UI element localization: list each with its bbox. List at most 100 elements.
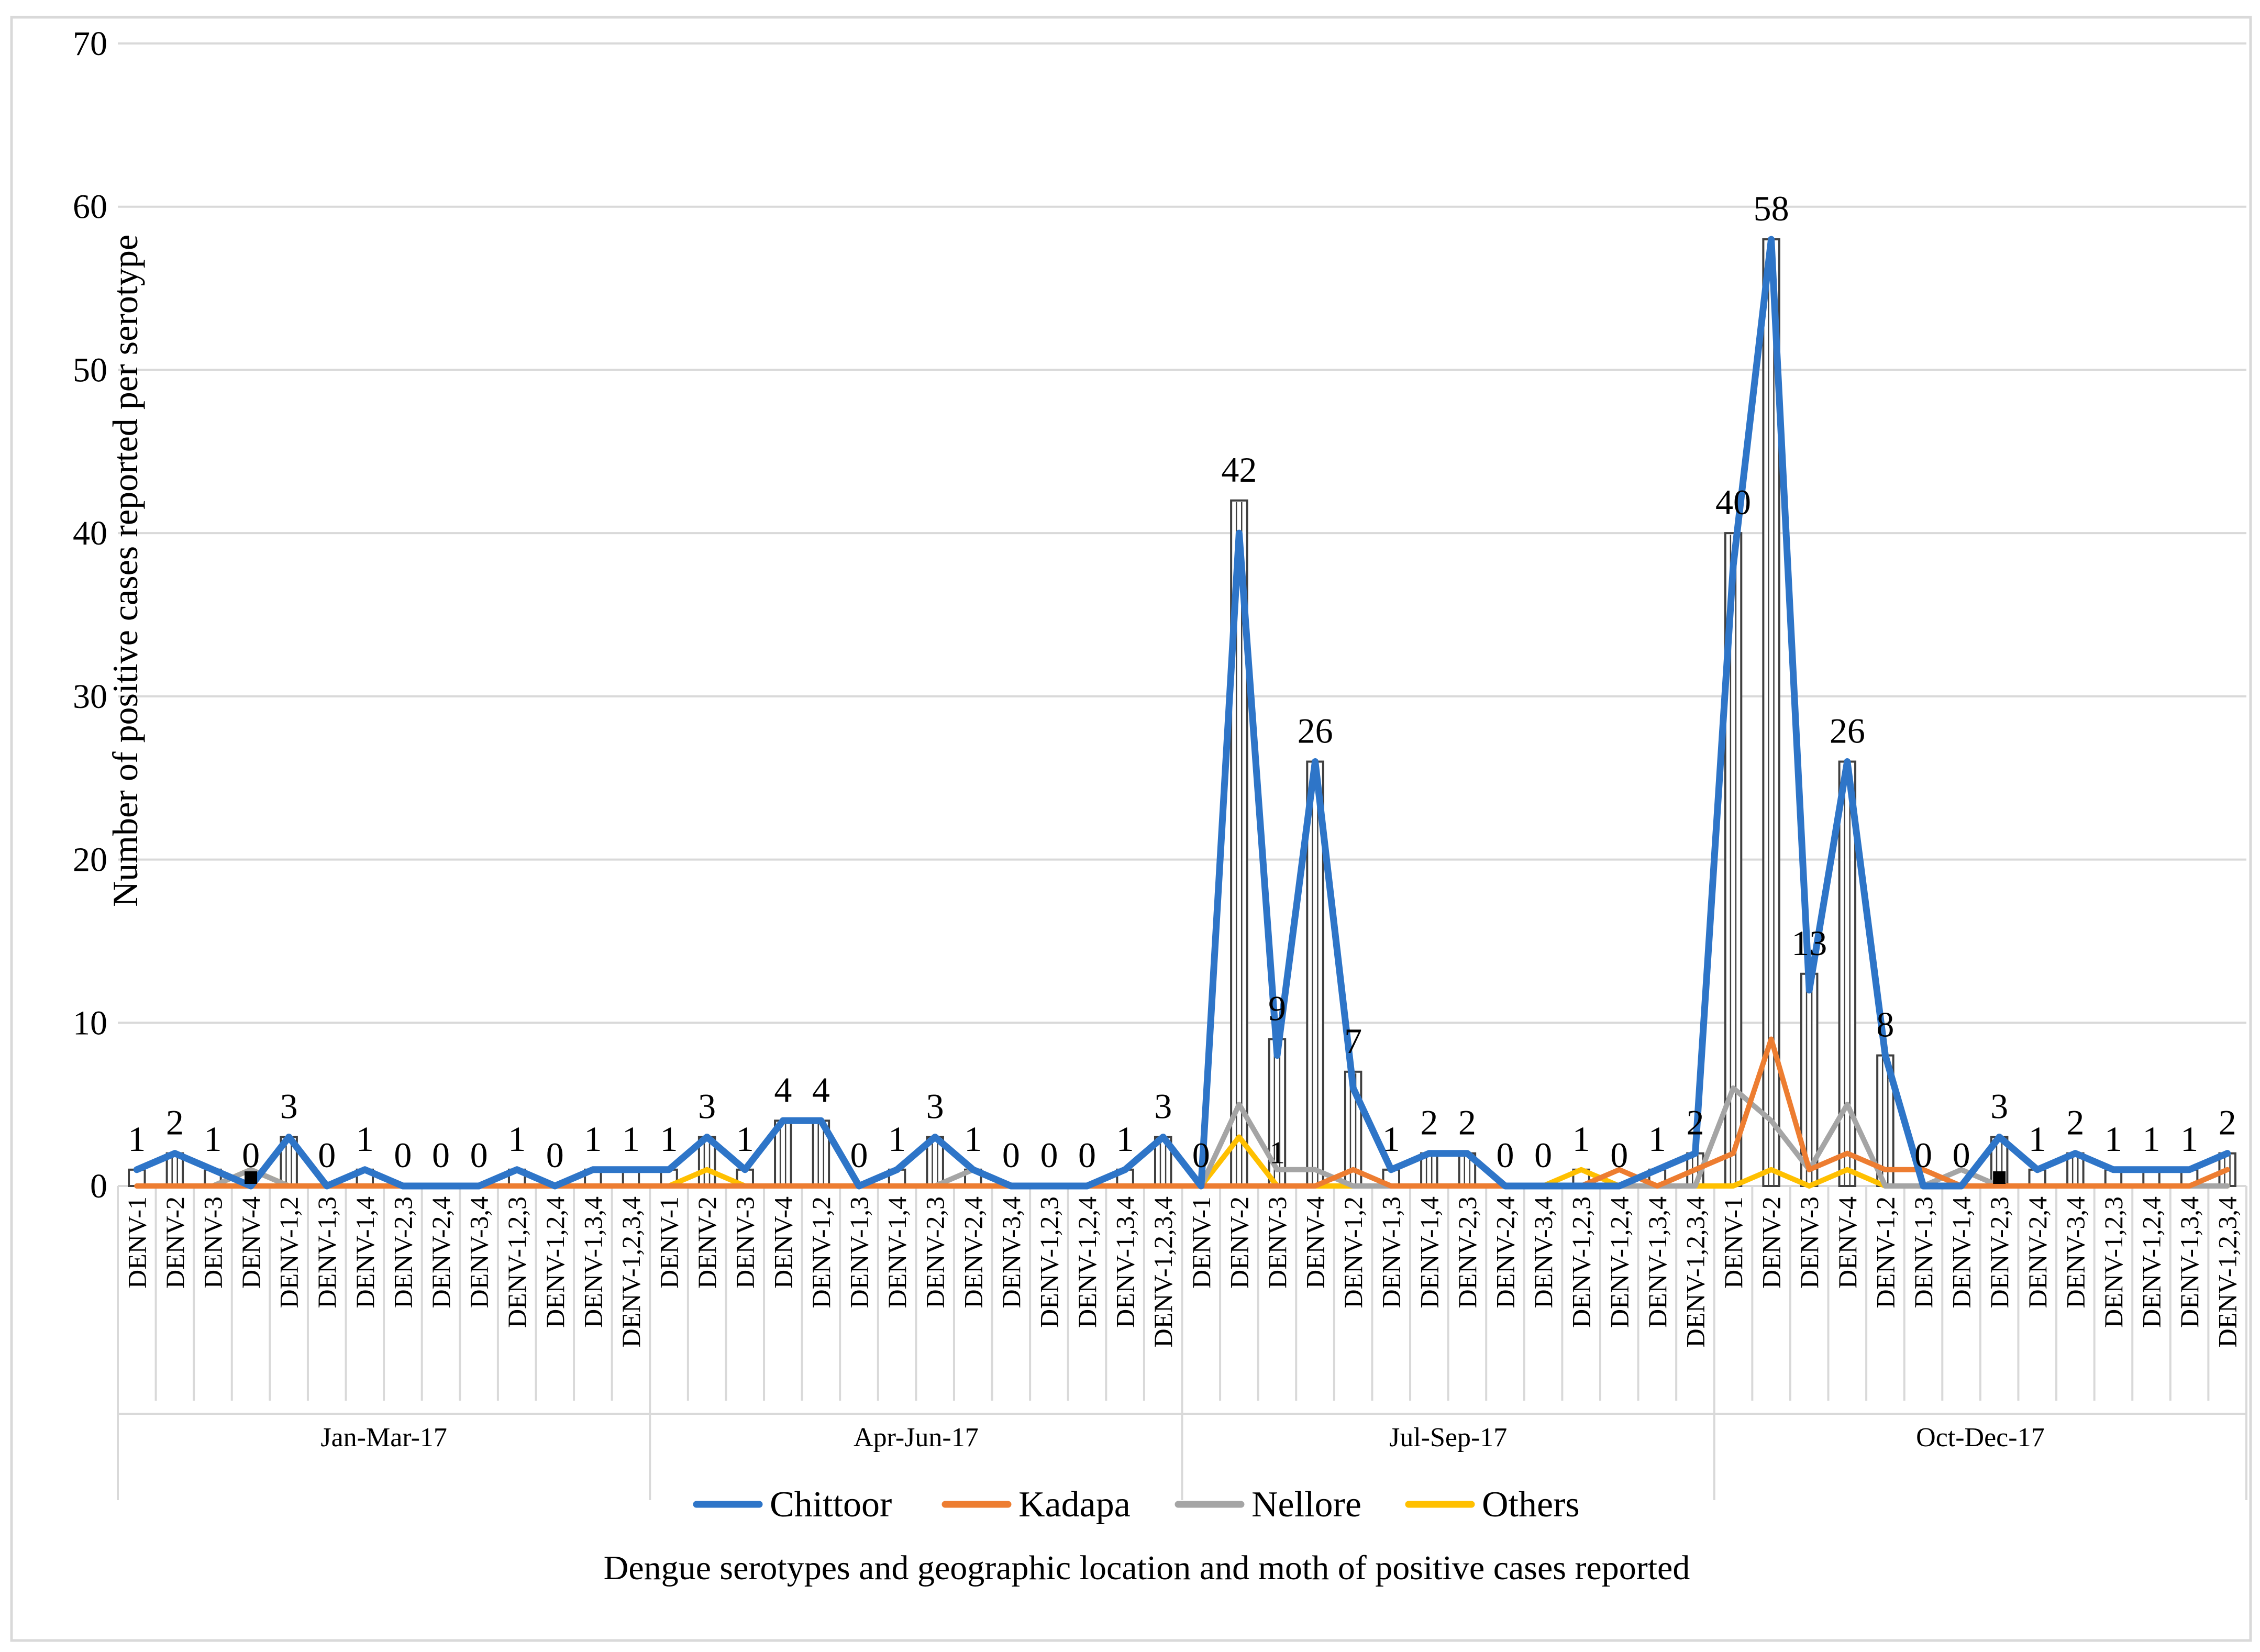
- data-label: 1: [1116, 1119, 1134, 1159]
- x-tick-label: DENV-3: [1262, 1196, 1292, 1289]
- data-label: 3: [698, 1086, 716, 1126]
- data-label: 9: [1268, 988, 1286, 1028]
- data-label: 0: [546, 1135, 564, 1175]
- quarter-label: Oct-Dec-17: [1916, 1423, 2044, 1453]
- x-tick-label: DENV-1,2,4: [1072, 1196, 1102, 1328]
- x-tick-label: DENV-1,2,3: [502, 1196, 531, 1328]
- x-tick-label: DENV-2,3: [1985, 1196, 2014, 1308]
- y-tick-label: 20: [73, 841, 107, 879]
- data-label: 0: [850, 1135, 868, 1175]
- x-tick-label: DENV-1: [122, 1196, 151, 1289]
- data-label: 1: [2029, 1119, 2046, 1159]
- chart-border: [10, 16, 2252, 1642]
- x-tick-label: DENV-2: [692, 1196, 722, 1289]
- x-axis-label: Dengue serotypes and geographic location…: [604, 1549, 1690, 1587]
- legend-label: Chittoor: [770, 1484, 892, 1525]
- data-label: 2: [2219, 1103, 2236, 1143]
- x-tick-label: DENV-4: [768, 1196, 797, 1289]
- data-label: 7: [1344, 1021, 1362, 1061]
- x-tick-label: DENV-1,2,3,4: [2213, 1196, 2242, 1347]
- x-tick-label: DENV-2,3: [1453, 1196, 1482, 1308]
- x-axis: DENV-1 DENV-2 DENV-3 DENV-4 DENV-1,2 DENV-1,3…: [117, 1185, 2247, 1500]
- x-tick-label: DENV-2,4: [958, 1196, 988, 1308]
- x-tick-label: DENV-1,3,4: [1643, 1196, 1672, 1328]
- x-tick-label: DENV-3,4: [1528, 1196, 1558, 1308]
- legend-item-chittoor: Chittoor: [693, 1484, 892, 1525]
- x-tick-label: DENV-2,4: [426, 1196, 456, 1308]
- data-label: 26: [1830, 711, 1865, 751]
- data-label: 3: [926, 1086, 944, 1126]
- x-tick-label: DENV-3: [1794, 1196, 1824, 1289]
- x-tick-label: DENV-1,3,4: [578, 1196, 607, 1328]
- zero-marker: [245, 1171, 258, 1184]
- x-tick-label: DENV-1,2,3: [1567, 1196, 1596, 1328]
- quarter-label: Apr-Jun-17: [854, 1423, 979, 1453]
- data-label: 0: [432, 1135, 450, 1175]
- x-tick-label: DENV-3: [198, 1196, 227, 1289]
- data-label: 42: [1221, 450, 1257, 490]
- data-label: 0: [1497, 1135, 1514, 1175]
- data-label: 4: [774, 1070, 792, 1110]
- x-tick-label: DENV-2,4: [1491, 1196, 1520, 1308]
- legend-item-others: Others: [1405, 1484, 1580, 1525]
- quarter-label: Jul-Sep-17: [1389, 1423, 1507, 1453]
- x-tick-label: DENV-1,3: [312, 1196, 341, 1308]
- x-tick-label: DENV-1,4: [882, 1196, 912, 1308]
- x-tick-label: DENV-1,2,3,4: [1148, 1196, 1178, 1347]
- data-label: 26: [1298, 711, 1333, 751]
- x-tick-label: DENV-1,2: [806, 1196, 836, 1308]
- x-tick-label: DENV-1,2: [1870, 1196, 1900, 1308]
- legend-item-kadapa: Kadapa: [941, 1484, 1131, 1525]
- legend-label: Kadapa: [1018, 1484, 1131, 1525]
- x-tick-label: DENV-1: [1719, 1196, 1748, 1289]
- data-label: 40: [1715, 482, 1751, 522]
- data-label: 1: [736, 1119, 754, 1159]
- data-label: 2: [1420, 1103, 1438, 1143]
- x-tick-label: DENV-1,3: [1909, 1196, 1938, 1308]
- y-tick-label: 50: [73, 351, 107, 389]
- x-tick-label: DENV-1,3,4: [1111, 1196, 1140, 1328]
- data-label: 1: [660, 1119, 678, 1159]
- data-label: 1: [2143, 1119, 2161, 1159]
- x-tick-label: DENV-1,2,3,4: [1680, 1196, 1710, 1347]
- data-label: 1: [2104, 1119, 2122, 1159]
- data-label: 2: [2066, 1103, 2084, 1143]
- legend-label: Nellore: [1251, 1484, 1361, 1525]
- x-tick-label: DENV-1,4: [1414, 1196, 1444, 1308]
- data-label: 0: [1192, 1135, 1210, 1175]
- y-axis-label: Number of positive cases reported per se…: [105, 235, 145, 907]
- x-tick-label: DENV-1,2,4: [540, 1196, 570, 1328]
- x-tick-label: DENV-1,2: [274, 1196, 304, 1308]
- x-tick-label: DENV-2: [160, 1196, 190, 1289]
- y-tick-label: 30: [73, 678, 107, 716]
- data-label: 0: [1002, 1135, 1020, 1175]
- y-tick-label: 0: [90, 1167, 107, 1205]
- legend-item-nellore: Nellore: [1175, 1484, 1361, 1525]
- x-tick-label: DENV-1,2: [1338, 1196, 1368, 1308]
- data-label: 1: [356, 1119, 374, 1159]
- x-tick-label: DENV-2: [1224, 1196, 1254, 1289]
- total-bar: [812, 1119, 830, 1187]
- data-label: 2: [1686, 1103, 1704, 1143]
- data-label: 0: [1914, 1135, 1932, 1175]
- y-tick-label: 40: [73, 514, 107, 552]
- zero-marker: [1993, 1171, 2006, 1184]
- x-tick-label: DENV-1,3: [844, 1196, 873, 1308]
- x-tick-label: DENV-4: [236, 1196, 265, 1289]
- data-label: 1: [888, 1119, 906, 1159]
- data-label: 1: [2180, 1119, 2198, 1159]
- data-label: 1: [508, 1119, 526, 1159]
- data-label: 1: [1648, 1119, 1666, 1159]
- data-label: 0: [470, 1135, 488, 1175]
- x-tick-label: DENV-1,3: [1377, 1196, 1406, 1308]
- data-label: 0: [1610, 1135, 1628, 1175]
- data-label: 2: [166, 1103, 184, 1143]
- data-label-extra: 1: [1269, 1135, 1285, 1170]
- data-label: 0: [1040, 1135, 1058, 1175]
- data-label: 3: [1154, 1086, 1172, 1126]
- data-label: 1: [204, 1119, 221, 1159]
- x-tick-label: DENV-1,2,4: [2137, 1196, 2166, 1328]
- x-tick-label: DENV-1,2,3: [2099, 1196, 2128, 1328]
